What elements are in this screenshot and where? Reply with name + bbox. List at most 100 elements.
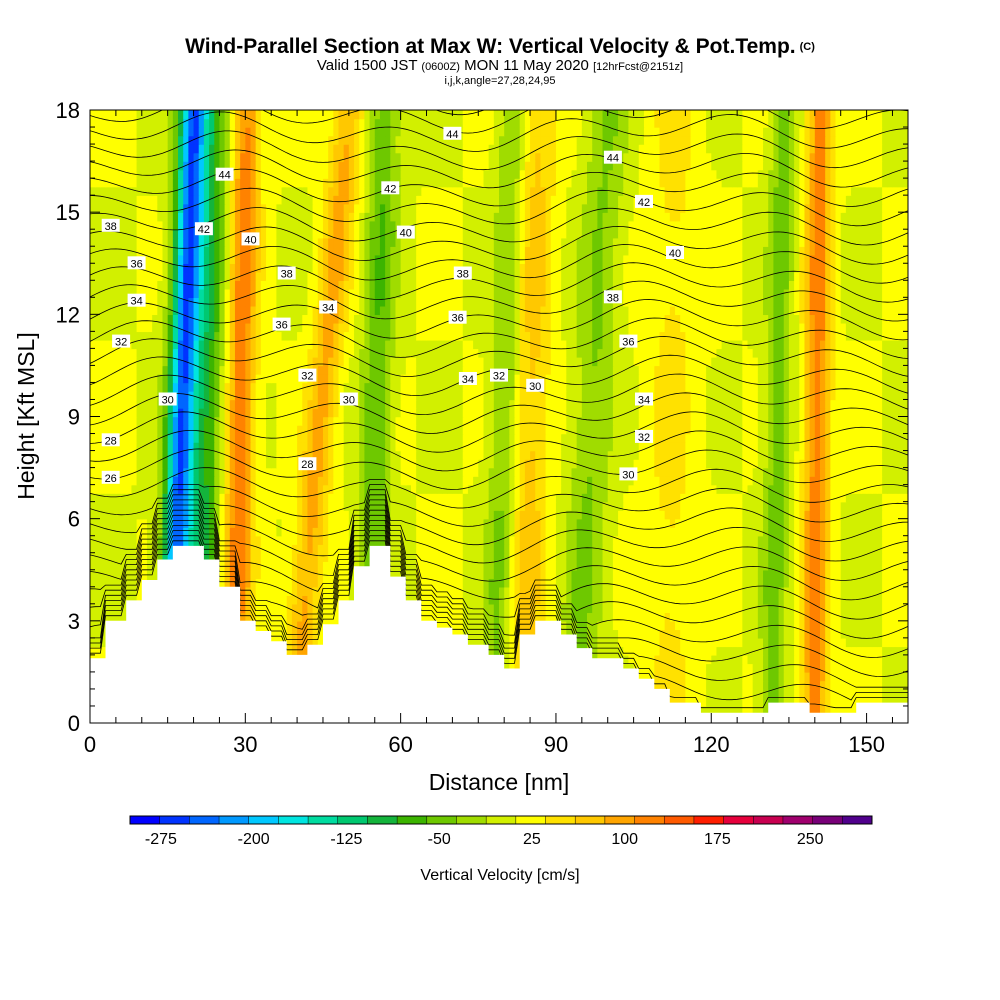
field-cell <box>183 484 190 494</box>
field-cell <box>737 501 744 511</box>
field-cell <box>286 493 293 503</box>
field-cell <box>659 654 666 665</box>
field-cell <box>115 586 122 596</box>
field-cell <box>773 688 780 699</box>
field-cell <box>649 629 656 639</box>
field-cell <box>307 450 314 460</box>
field-cell <box>602 646 609 656</box>
field-cell <box>312 544 319 554</box>
field-cell <box>312 629 319 639</box>
field-cell <box>721 459 728 469</box>
field-cell <box>281 561 288 571</box>
field-cell <box>819 663 826 673</box>
field-cell <box>95 484 102 494</box>
field-cell <box>887 510 894 520</box>
field-cell <box>550 527 557 537</box>
field-cell <box>105 535 112 545</box>
field-cell <box>405 569 412 579</box>
field-cell <box>317 493 324 503</box>
field-cell <box>783 595 790 605</box>
field-cell <box>602 535 609 545</box>
field-cell <box>607 569 614 579</box>
field-cell <box>716 688 723 699</box>
field-cell <box>540 476 547 486</box>
field-cell <box>643 586 650 596</box>
field-cell <box>105 612 112 622</box>
field-cell <box>814 612 821 622</box>
field-cell <box>224 501 231 511</box>
field-cell <box>224 552 231 562</box>
field-cell <box>788 595 795 605</box>
field-cell <box>757 603 764 614</box>
field-cell <box>825 510 832 520</box>
field-cell <box>897 518 904 528</box>
field-cell <box>700 680 707 690</box>
field-cell <box>561 578 568 588</box>
field-cell <box>131 535 138 545</box>
field-cell <box>757 467 764 477</box>
field-cell <box>659 646 666 656</box>
field-cell <box>426 552 433 562</box>
field-cell <box>799 561 806 571</box>
field-cell <box>457 552 464 562</box>
field-cell <box>245 552 252 562</box>
field-cell <box>825 663 832 673</box>
field-cell <box>291 450 298 460</box>
field-cell <box>618 637 624 648</box>
field-cell <box>416 467 423 477</box>
field-cell <box>219 501 226 511</box>
field-cell <box>157 493 164 503</box>
field-cell <box>804 646 811 656</box>
field-cell <box>488 467 495 477</box>
field-cell <box>783 518 790 528</box>
field-cell <box>178 484 184 494</box>
field-cell <box>431 578 438 588</box>
field-cell <box>757 561 764 571</box>
field-cell <box>778 484 785 494</box>
field-cell <box>602 518 609 528</box>
field-cell <box>509 620 516 631</box>
field-cell <box>473 603 479 614</box>
field-cell <box>333 501 340 511</box>
field-cell <box>628 544 635 554</box>
field-cell <box>488 450 495 460</box>
field-cell <box>478 467 485 477</box>
field-cell <box>540 467 547 477</box>
field-cell <box>255 612 262 622</box>
field-cell <box>840 552 847 562</box>
field-cell <box>654 663 661 673</box>
field-cell <box>845 518 852 528</box>
field-cell <box>851 493 857 503</box>
field-cell <box>669 688 676 699</box>
field-cell <box>276 501 283 511</box>
field-cell <box>535 561 542 571</box>
field-cell <box>628 484 635 494</box>
field-cell <box>317 518 324 528</box>
field-cell <box>618 561 624 571</box>
field-cell <box>266 620 272 631</box>
field-cell <box>229 459 236 469</box>
field-cell <box>240 510 247 520</box>
field-cell <box>240 484 247 494</box>
field-cell <box>488 484 495 494</box>
field-cell <box>897 688 904 699</box>
field-cell <box>783 510 790 520</box>
field-cell <box>286 459 293 469</box>
field-cell <box>664 467 671 477</box>
field-cell <box>90 637 96 648</box>
field-cell <box>638 544 645 554</box>
field-cell <box>457 518 464 528</box>
field-cell <box>592 535 599 545</box>
field-cell <box>799 569 806 579</box>
field-cell <box>866 518 873 528</box>
field-cell <box>752 629 759 639</box>
field-cell <box>830 612 837 622</box>
field-cell <box>835 510 842 520</box>
field-cell <box>876 586 883 596</box>
field-cell <box>794 603 800 614</box>
field-cell <box>897 484 904 494</box>
field-cell <box>685 493 692 503</box>
field-cell <box>203 552 210 562</box>
field-cell <box>509 518 516 528</box>
field-cell <box>504 493 511 503</box>
